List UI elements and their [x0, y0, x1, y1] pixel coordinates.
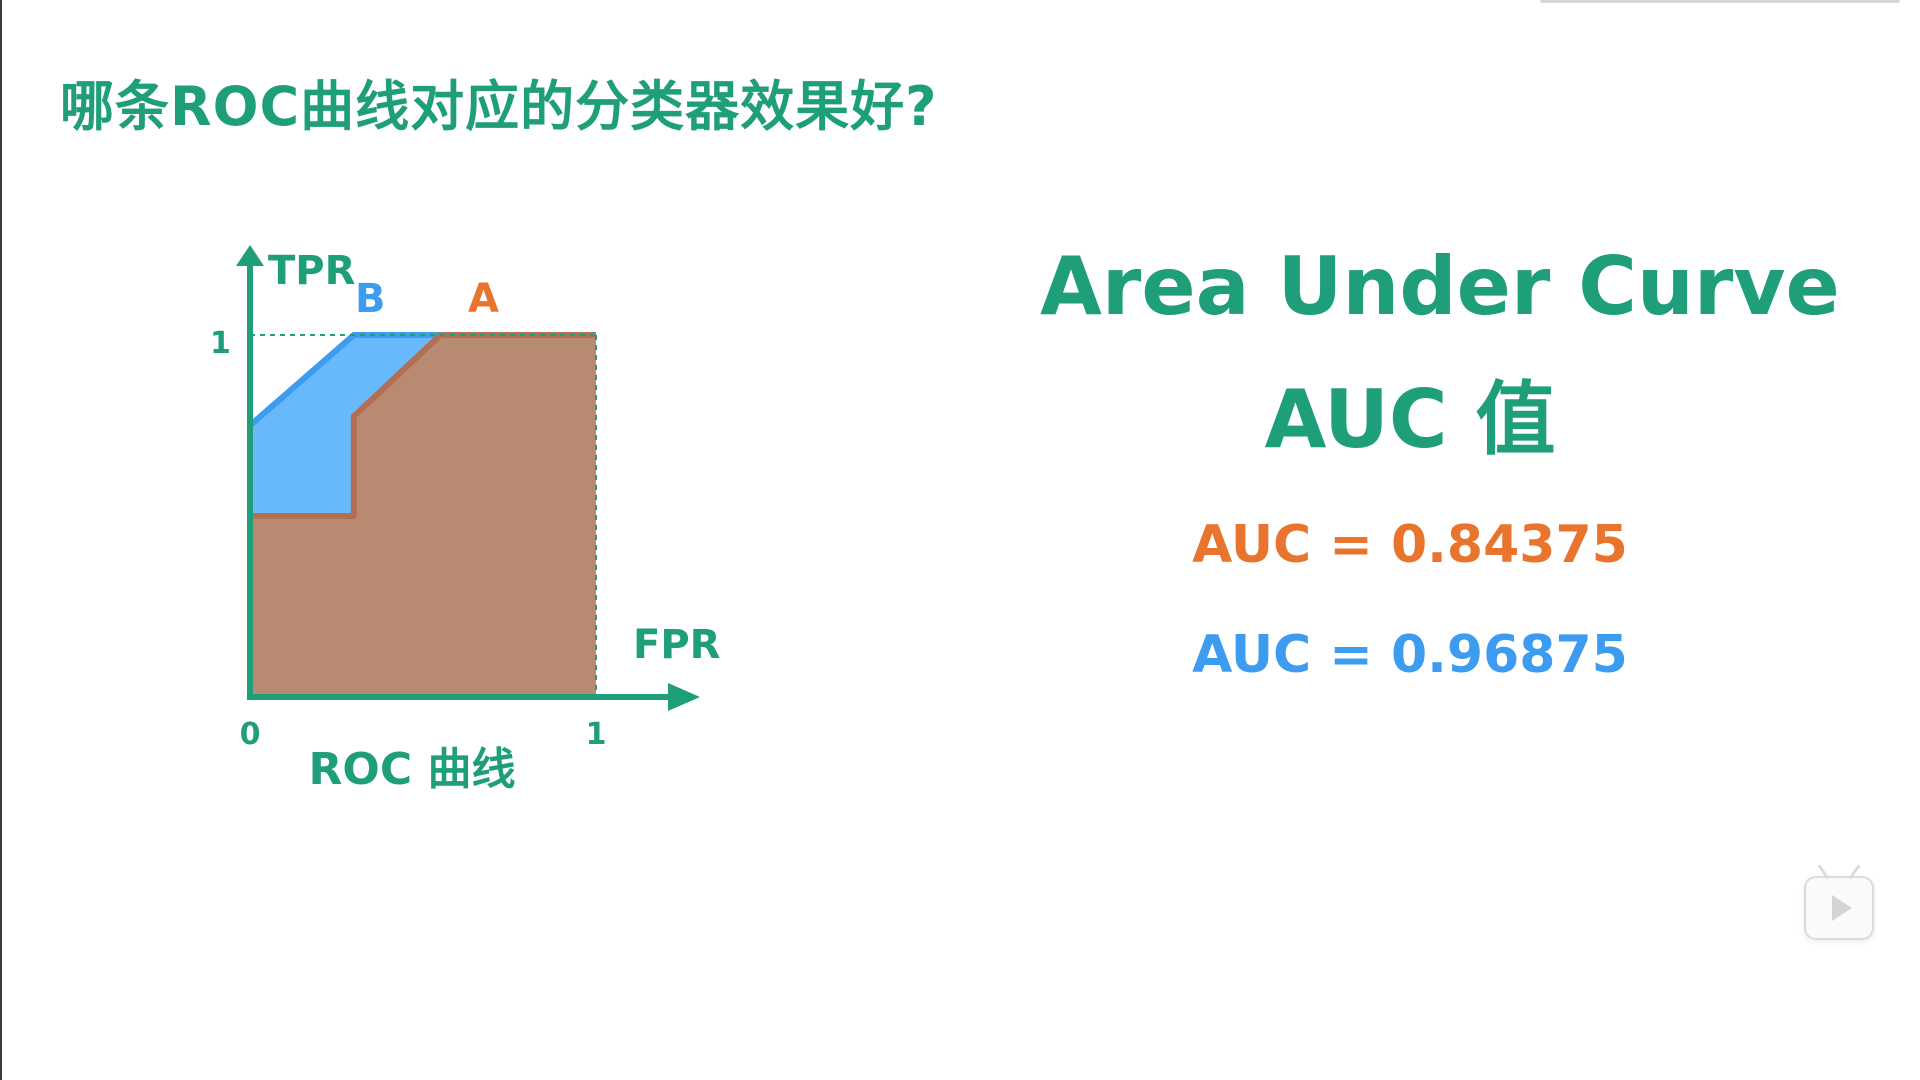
curve-a-area — [250, 335, 596, 697]
play-icon — [1832, 895, 1852, 921]
x-axis-label: FPR — [633, 622, 720, 668]
question-heading: 哪条ROC曲线对应的分类器效果好? — [60, 75, 938, 138]
y-axis-label: TPR — [268, 248, 355, 294]
auc-value-a: AUC = 0.84375 — [1192, 515, 1628, 575]
series-a-label: A — [468, 276, 499, 322]
top-progress-strip — [1540, 0, 1900, 3]
x-tick-label: 0 — [240, 717, 261, 752]
window-left-edge — [0, 0, 2, 1080]
play-button[interactable] — [1804, 864, 1874, 940]
auc-title-line2: AUC 值 — [1264, 373, 1556, 466]
chart-title: ROC 曲线 — [309, 744, 516, 795]
auc-title-line1: Area Under Curve — [1040, 240, 1840, 333]
series-b-label: B — [355, 276, 386, 322]
y-tick-label: 1 — [210, 326, 231, 361]
auc-value-b: AUC = 0.96875 — [1192, 625, 1628, 685]
x-axis-arrow-icon — [668, 683, 700, 711]
y-axis-arrow-icon — [236, 245, 264, 266]
x-tick-label: 1 — [586, 717, 607, 752]
